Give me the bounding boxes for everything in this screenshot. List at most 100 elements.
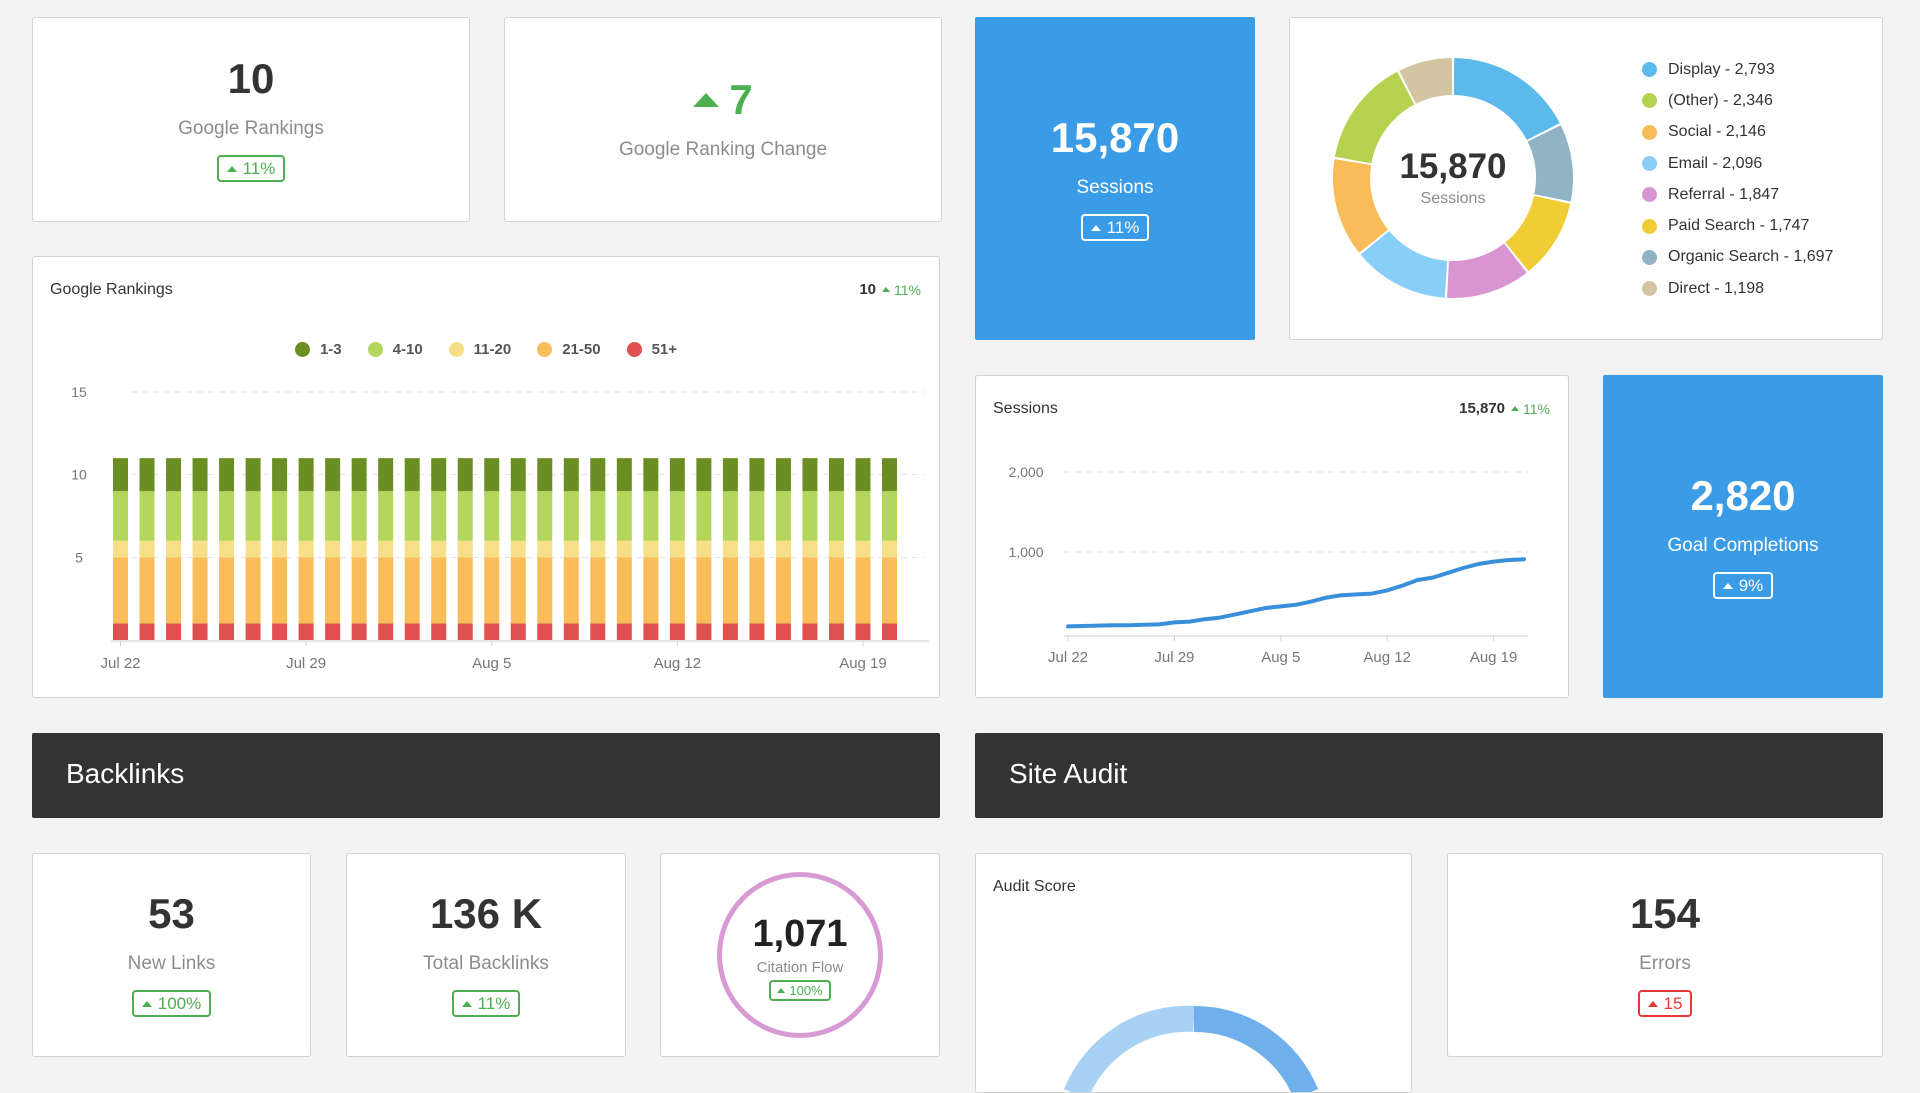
legend-dot-icon [1642,156,1657,172]
bar-segment [616,557,632,624]
sessions-kpi-value: 15,870 [1050,113,1180,161]
total-backlinks-value: 136 K [429,890,543,937]
bar-segment [484,491,500,541]
bar-segment [139,557,155,624]
sessions-kpi-card: 15,870 Sessions 11% [975,17,1255,340]
legend-dot-icon [1642,93,1657,109]
legend-dot-icon [294,342,310,357]
donut-slice [1334,71,1415,164]
bar-segment [616,540,632,558]
bar-segment [351,491,367,541]
new-links-card: 53 New Links 100% [32,853,311,1057]
chart-stat: 15,870 11% [1459,400,1550,417]
bar-segment [828,623,844,640]
donut-slice [1360,230,1448,298]
x-tick-label: Jul 29 [1154,649,1194,666]
bar-segment [722,557,738,624]
bar-segment [113,623,128,640]
goal-completions-value: 2,820 [1690,471,1796,519]
bar-segment [192,458,208,492]
bar-segment [298,540,314,558]
legend-label: Organic Search - 1,697 [1668,248,1834,266]
bar-segment [139,491,155,541]
bar-segment [351,540,367,558]
bar-segment [404,458,420,492]
sessions-kpi-label: Sessions [1076,176,1154,198]
sessions-line-chart: 2,000 1,000 Jul 22 Jul 29 Aug 5 Aug 12 Aug 19 [1008,464,1528,666]
rankings-bar-chart: 15 10 5 Jul 22 Jul 29 Aug 5 Aug 12 Aug 19 [71,384,929,672]
legend-item: Social - 2,146 [1642,117,1833,148]
legend-label: Email - 2,096 [1668,154,1763,172]
donut-slice [1453,58,1560,141]
donut-slice [1447,243,1527,298]
bar-segment [882,557,897,624]
bar-segment [404,540,420,558]
x-tick-label: Jul 29 [286,655,326,672]
sessions-line [1066,557,1526,629]
change-value: 100% [789,983,823,998]
bar-segment [616,458,632,492]
legend-label: Direct - 1,198 [1668,279,1765,297]
bar-segment [457,557,473,624]
bar-segment [563,458,579,492]
stat-value: 15,870 [1459,400,1506,417]
bar-segment [669,458,685,492]
chart-stat: 10 11% [859,281,921,298]
legend-item: Display - 2,793 [1642,54,1833,85]
bar-segment [590,540,606,558]
up-arrow-icon [461,1001,472,1007]
legend-label: 51+ [651,341,678,358]
x-tick-label: Aug 5 [472,655,511,672]
bar-segment [722,540,738,558]
bar-segment [113,557,128,624]
bar-segment [325,623,341,640]
gauge-arc-light [1063,1005,1195,1092]
bar-segment [537,557,553,624]
legend-label: Referral - 1,847 [1668,185,1780,203]
bar-segment [113,491,128,541]
bar-segment [775,623,791,640]
bar-segment [643,623,659,640]
bar-segment [563,491,579,541]
bar-segment [192,557,208,624]
bar-segment [749,491,765,541]
bar-segment [139,458,155,492]
change-value: 9% [1738,575,1764,595]
bar-segment [802,623,818,640]
stat-change-value: 11% [1523,400,1550,417]
legend-item: Referral - 1,847 [1642,179,1833,210]
bar-segment [219,491,235,541]
legend-label: 4-10 [392,341,423,358]
bar-segment [669,540,685,558]
ranking-change-card: 7 Google Ranking Change [504,17,942,222]
bar-segment [404,557,420,624]
bar-segment [166,557,182,624]
bar-segment [378,540,394,558]
bar-segment [696,557,712,624]
stat-change: 11% [882,282,921,298]
up-arrow-icon [141,1001,152,1007]
donut-slice [1333,159,1389,253]
stat-change-value: 11% [894,281,921,298]
gauge-arc-dark [1193,1005,1319,1092]
audit-score-card: Audit Score [975,853,1412,1093]
sessions-change-badge: 11% [1080,213,1150,241]
ranking-change-value: 7 [729,75,753,123]
bar-segment [325,557,341,624]
bar-segment [643,458,659,492]
legend-dot-icon [1642,249,1657,265]
bar-segment [298,623,314,640]
up-arrow-icon [777,988,786,993]
citation-flow-change-badge: 100% [769,980,831,1001]
legend-dot-icon [626,342,642,357]
bar-segment [431,557,447,624]
up-arrow-icon [1647,1001,1658,1007]
total-backlinks-change-badge: 11% [451,990,521,1017]
legend-label: (Other) - 2,346 [1668,91,1773,109]
up-arrow-icon [226,165,237,172]
bar-segment [431,458,447,492]
donut-legend: Display - 2,793 (Other) - 2,346 Social - 2… [1642,54,1833,304]
bar-segment [855,540,871,558]
citation-flow-value: 1,071 [752,913,848,955]
bar-segment [351,557,367,624]
